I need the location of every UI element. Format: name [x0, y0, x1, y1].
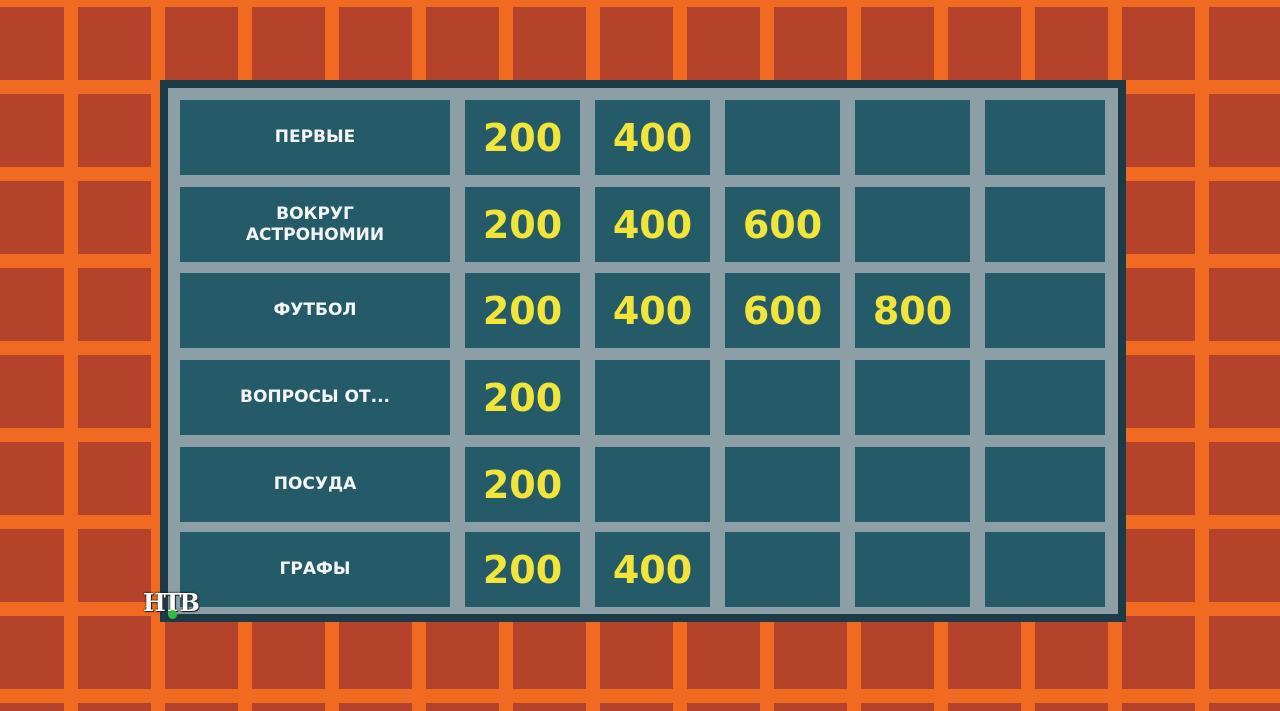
used-question-cell: [985, 447, 1105, 522]
board-grid: ПЕРВЫЕ 200 400 ВОКРУГ АСТРОНОМИИ 200 400 600 ФУ…: [168, 88, 1118, 614]
category-cell: ГРАФЫ: [180, 532, 450, 607]
question-price-cell[interactable]: 600: [725, 187, 840, 262]
category-label: ПЕРВЫЕ: [274, 127, 356, 147]
category-label: ГРАФЫ: [279, 559, 351, 579]
question-price-cell[interactable]: 200: [465, 360, 580, 435]
logo-dot-icon: [168, 610, 177, 619]
category-cell: ВОПРОСЫ ОТ...: [180, 360, 450, 435]
question-price-cell[interactable]: 800: [855, 273, 970, 348]
category-label: ПОСУДА: [273, 474, 357, 494]
used-question-cell: [725, 100, 840, 175]
used-question-cell: [985, 532, 1105, 607]
used-question-cell: [855, 187, 970, 262]
ntv-logo: НТВ: [143, 588, 201, 624]
question-price-cell[interactable]: 200: [465, 187, 580, 262]
category-cell: ПОСУДА: [180, 447, 450, 522]
category-label: ФУТБОЛ: [273, 300, 357, 320]
used-question-cell: [855, 447, 970, 522]
used-question-cell: [595, 447, 710, 522]
used-question-cell: [855, 100, 970, 175]
question-price-cell[interactable]: 600: [725, 273, 840, 348]
used-question-cell: [595, 360, 710, 435]
used-question-cell: [725, 532, 840, 607]
question-price-cell[interactable]: 400: [595, 187, 710, 262]
used-question-cell: [985, 187, 1105, 262]
category-label: ВОПРОСЫ ОТ...: [240, 387, 390, 407]
category-cell: ФУТБОЛ: [180, 273, 450, 348]
category-cell: ВОКРУГ АСТРОНОМИИ: [180, 187, 450, 262]
question-price-cell[interactable]: 200: [465, 273, 580, 348]
used-question-cell: [985, 100, 1105, 175]
used-question-cell: [855, 360, 970, 435]
used-question-cell: [855, 532, 970, 607]
question-price-cell[interactable]: 200: [465, 532, 580, 607]
category-label: ВОКРУГ АСТРОНОМИИ: [245, 203, 385, 245]
question-price-cell[interactable]: 400: [595, 532, 710, 607]
question-price-cell[interactable]: 400: [595, 100, 710, 175]
category-cell: ПЕРВЫЕ: [180, 100, 450, 175]
question-price-cell[interactable]: 400: [595, 273, 710, 348]
used-question-cell: [725, 360, 840, 435]
question-price-cell[interactable]: 200: [465, 447, 580, 522]
game-board: ПЕРВЫЕ 200 400 ВОКРУГ АСТРОНОМИИ 200 400 600 ФУ…: [160, 80, 1126, 622]
used-question-cell: [985, 273, 1105, 348]
used-question-cell: [985, 360, 1105, 435]
used-question-cell: [725, 447, 840, 522]
question-price-cell[interactable]: 200: [465, 100, 580, 175]
